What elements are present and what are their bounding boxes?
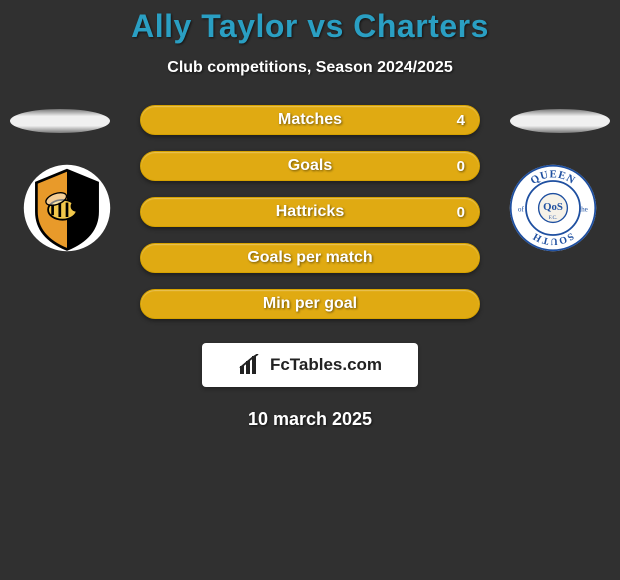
- club-badge-right: QUEEN SOUTH of the QoS F.C.: [508, 163, 598, 253]
- club-badge-left: [22, 163, 112, 253]
- stat-bar-hattricks: Hattricks 0: [140, 197, 480, 227]
- stat-bar-goals-per-match: Goals per match: [140, 243, 480, 273]
- stat-value-right: 0: [457, 198, 465, 226]
- queen-of-the-south-crest-icon: QUEEN SOUTH of the QoS F.C.: [508, 163, 598, 253]
- player-ellipse-right: [510, 109, 610, 133]
- page-title: Ally Taylor vs Charters: [0, 8, 620, 45]
- svg-text:QoS: QoS: [543, 201, 563, 213]
- stat-label: Goals per match: [141, 244, 479, 272]
- alloa-athletic-crest-icon: [22, 163, 112, 253]
- svg-text:F.C.: F.C.: [549, 215, 558, 221]
- svg-text:of: of: [518, 206, 525, 214]
- stat-bar-min-per-goal: Min per goal: [140, 289, 480, 319]
- bar-chart-icon: [238, 354, 264, 376]
- comparison-card: Ally Taylor vs Charters Club competition…: [0, 0, 620, 430]
- stat-bars: Matches 4 Goals 0 Hattricks 0 Goals per …: [140, 105, 480, 319]
- source-logo-text: FcTables.com: [270, 355, 382, 375]
- stat-bar-matches: Matches 4: [140, 105, 480, 135]
- stat-value-right: 0: [457, 152, 465, 180]
- stat-bar-goals: Goals 0: [140, 151, 480, 181]
- player-ellipse-left: [10, 109, 110, 133]
- svg-text:the: the: [579, 206, 588, 214]
- date-label: 10 march 2025: [0, 409, 620, 430]
- chart-area: QUEEN SOUTH of the QoS F.C. Matches 4 Go…: [0, 105, 620, 335]
- stat-label: Hattricks: [141, 198, 479, 226]
- subtitle: Club competitions, Season 2024/2025: [0, 59, 620, 77]
- stat-label: Min per goal: [141, 290, 479, 318]
- stat-label: Goals: [141, 152, 479, 180]
- source-logo-box: FcTables.com: [202, 343, 418, 387]
- stat-value-right: 4: [457, 106, 465, 134]
- stat-label: Matches: [141, 106, 479, 134]
